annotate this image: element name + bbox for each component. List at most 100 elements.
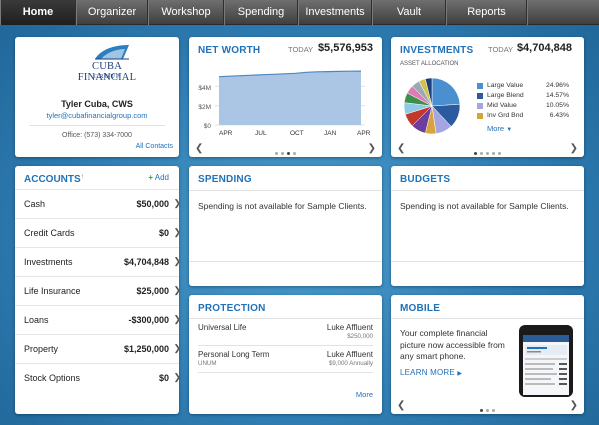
- account-row-stock-options[interactable]: Stock Options $0 ❯: [15, 363, 179, 392]
- advisor-email-link[interactable]: tyler@cubafinancialgroup.com: [46, 111, 148, 120]
- learn-more-link[interactable]: LEARN MORE ▶: [400, 368, 462, 377]
- nav-organizer[interactable]: Organizer: [76, 0, 148, 25]
- account-row-life-insurance[interactable]: Life Insurance $25,000 ❯: [15, 276, 179, 305]
- investments-today-label: TODAY: [488, 45, 514, 54]
- nav-spending[interactable]: Spending: [224, 0, 298, 25]
- x-tick-label: JAN: [324, 130, 337, 137]
- asset-allocation-pie[interactable]: [403, 77, 461, 135]
- investments-title: INVESTMENTS: [400, 45, 474, 56]
- policy-owner: Luke Affluent: [326, 323, 373, 332]
- caret-down-icon: ▼: [506, 127, 513, 133]
- account-row-cash[interactable]: Cash $50,000 ❯: [15, 189, 179, 218]
- legend-value: 10.05%: [545, 102, 569, 109]
- legend-name: Large Value: [487, 82, 524, 89]
- mobile-pager: ❮ ❯: [391, 397, 584, 414]
- chevron-right-icon: ❯: [173, 198, 179, 209]
- nav-vault[interactable]: Vault: [372, 0, 446, 25]
- protection-row[interactable]: Universal Life Luke Affluent $250,000: [198, 323, 373, 347]
- mobile-card[interactable]: MOBILE Your complete financial picture n…: [391, 295, 584, 414]
- more-label: More: [487, 124, 505, 133]
- chevron-right-icon: ❯: [173, 256, 179, 267]
- legend-row: Mid Value 10.05%: [477, 102, 569, 111]
- account-row-credit-cards[interactable]: Credit Cards $0 ❯: [15, 218, 179, 247]
- nav-workshop[interactable]: Workshop: [148, 0, 224, 25]
- budgets-title: BUDGETS: [400, 174, 451, 185]
- legend-value: 14.57%: [545, 92, 569, 99]
- account-row-loans[interactable]: Loans -$300,000 ❯: [15, 305, 179, 334]
- next-arrow-icon[interactable]: ❯: [569, 143, 578, 154]
- add-label: Add: [154, 173, 169, 182]
- net-worth-card[interactable]: NET WORTH TODAY $5,576,953 $4M $2M $0 AP…: [189, 37, 382, 157]
- chevron-right-icon: ❯: [173, 227, 179, 238]
- protection-more-link[interactable]: More: [355, 390, 373, 399]
- legend-row: Large Blend 14.57%: [477, 92, 569, 101]
- mobile-promo-text: Your complete financial picture now acce…: [400, 328, 505, 361]
- account-name: Loans: [24, 315, 49, 325]
- account-row-investments[interactable]: Investments $4,704,848 ❯: [15, 247, 179, 276]
- legend-value: 6.43%: [549, 112, 569, 119]
- card-divider: [391, 261, 584, 262]
- prev-arrow-icon[interactable]: ❮: [397, 400, 406, 411]
- row-divider: [198, 372, 373, 373]
- next-arrow-icon[interactable]: ❯: [569, 400, 578, 411]
- pager-dots: [189, 145, 382, 157]
- account-name: Stock Options: [24, 373, 81, 383]
- legend-name: Large Blend: [487, 92, 524, 99]
- account-name: Property: [24, 344, 59, 354]
- investments-pager: ❮ ❯: [391, 140, 584, 157]
- prev-arrow-icon[interactable]: ❮: [195, 143, 204, 154]
- prev-arrow-icon[interactable]: ❮: [397, 143, 406, 154]
- smartphone-icon: [519, 325, 573, 397]
- chevron-right-icon: ❯: [173, 372, 179, 383]
- account-value: $25,000: [136, 286, 169, 296]
- card-divider: [189, 190, 382, 191]
- budgets-message: Spending is not available for Sample Cli…: [400, 201, 569, 211]
- account-name: Life Insurance: [24, 286, 81, 296]
- investments-value: $4,704,848: [516, 42, 572, 54]
- advisor-phone: Office: (573) 334-7000: [62, 132, 132, 139]
- y-tick-label: $2M: [198, 104, 211, 111]
- protection-row[interactable]: Personal Long Term UNUM Luke Affluent $9…: [198, 350, 373, 374]
- policy-provider: UNUM: [198, 360, 217, 367]
- legend-swatch: [477, 93, 483, 99]
- net-worth-value: $5,576,953: [317, 42, 373, 54]
- budgets-card[interactable]: BUDGETS Spending is not available for Sa…: [391, 166, 584, 286]
- nav-investments[interactable]: Investments: [298, 0, 372, 25]
- play-arrow-icon: ▶: [457, 371, 463, 377]
- card-divider: [189, 261, 382, 262]
- x-tick-label: APR: [219, 130, 233, 137]
- legend-swatch: [477, 113, 483, 119]
- legend-name: Inv Grd Bnd: [487, 112, 524, 119]
- policy-name: Universal Life: [198, 323, 247, 332]
- learn-more-label: LEARN MORE: [400, 368, 455, 377]
- spending-card[interactable]: SPENDING Spending is not available for S…: [189, 166, 382, 286]
- account-name: Cash: [24, 199, 46, 209]
- company-logo: CUBA FINANCIAL GROUP: [63, 43, 151, 83]
- contact-divider: [29, 125, 165, 126]
- account-name: Investments: [24, 257, 73, 267]
- advisor-name: Tyler Cuba, CWS: [61, 99, 133, 109]
- chevron-right-icon: ❯: [173, 285, 179, 296]
- account-row-property[interactable]: Property $1,250,000 ❯: [15, 334, 179, 363]
- next-arrow-icon[interactable]: ❯: [367, 143, 376, 154]
- add-account-button[interactable]: + Add: [148, 173, 169, 182]
- net-worth-area: [219, 71, 361, 125]
- protection-card[interactable]: PROTECTION Universal Life Luke Affluent …: [189, 295, 382, 414]
- net-worth-title: NET WORTH: [198, 45, 261, 56]
- advisor-contact-card: CUBA FINANCIAL GROUP Tyler Cuba, CWS tyl…: [15, 37, 179, 157]
- nav-reports[interactable]: Reports: [446, 0, 527, 25]
- policy-amount: $9,000 Annually: [328, 360, 373, 367]
- x-tick-label: APR: [357, 130, 371, 137]
- net-worth-today-label: TODAY: [288, 45, 314, 54]
- investments-card[interactable]: INVESTMENTS TODAY $4,704,848 ASSET ALLOC…: [391, 37, 584, 157]
- investments-more-link[interactable]: More ▼: [487, 124, 512, 133]
- account-value: $0: [158, 228, 169, 238]
- card-divider: [391, 190, 584, 191]
- asset-allocation-label: ASSET ALLOCATION: [400, 61, 459, 67]
- nav-home[interactable]: Home: [0, 0, 76, 25]
- all-contacts-link[interactable]: All Contacts: [135, 143, 173, 150]
- protection-title: PROTECTION: [198, 303, 266, 314]
- logo-text: CUBA FINANCIAL: [77, 61, 137, 83]
- account-value: $1,250,000: [123, 344, 169, 354]
- legend-swatch: [477, 103, 483, 109]
